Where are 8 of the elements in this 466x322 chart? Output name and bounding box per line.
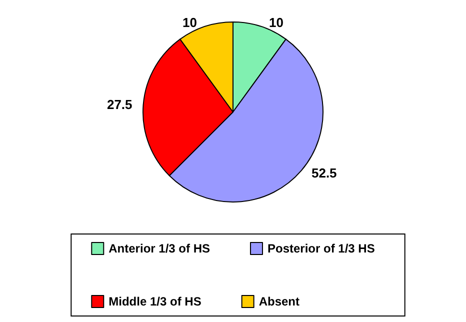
legend-label: Posterior of 1/3 HS xyxy=(267,242,375,256)
data-label: 10 xyxy=(182,15,197,30)
legend-label: Anterior 1/3 of HS xyxy=(108,242,210,256)
data-label: 52.5 xyxy=(311,166,337,181)
legend-label: Absent xyxy=(258,294,300,308)
legend-label: Middle 1/3 of HS xyxy=(108,294,202,308)
data-label: 27.5 xyxy=(106,97,132,112)
data-label: 10 xyxy=(269,15,284,30)
